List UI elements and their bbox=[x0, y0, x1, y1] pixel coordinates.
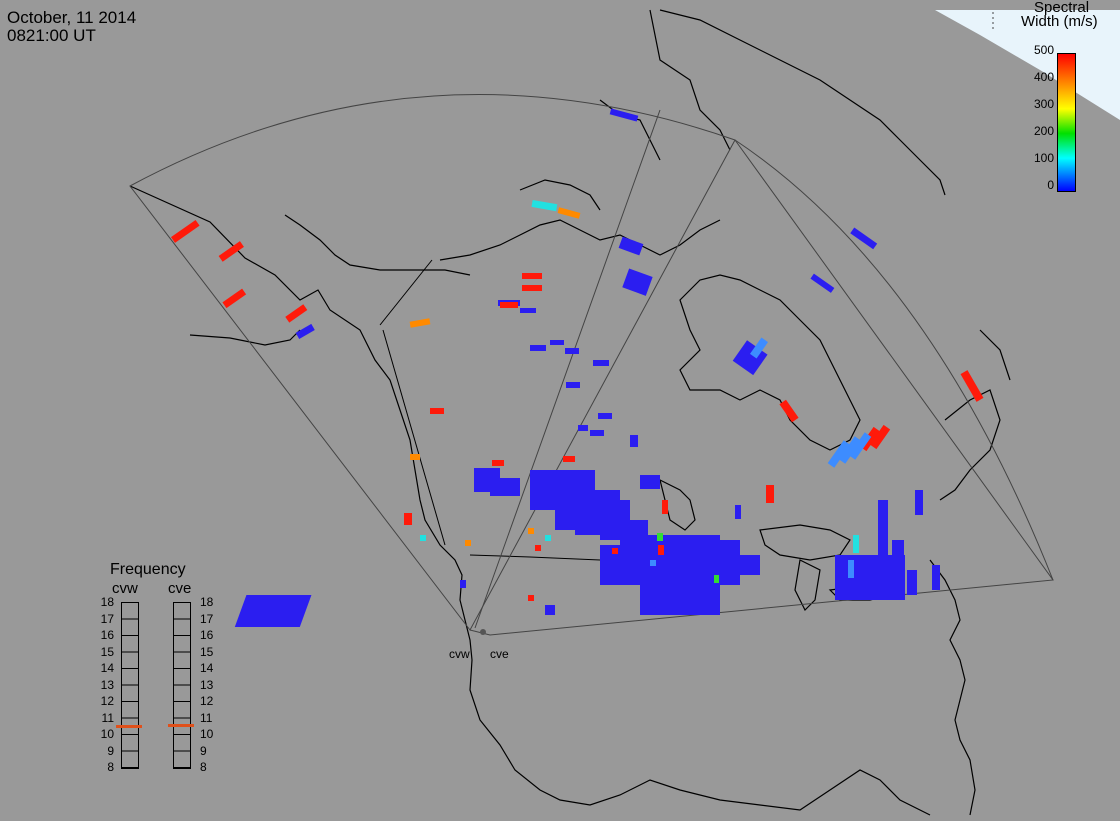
scatter-cells-orange bbox=[409, 207, 581, 546]
site-label: cvw bbox=[449, 647, 470, 661]
coastlines bbox=[129, 9, 1011, 816]
frequency-title: Frequency bbox=[110, 561, 186, 578]
frequency-marker-cve bbox=[168, 724, 194, 727]
frequency-marker-cvw bbox=[116, 725, 142, 728]
time-label: 0821:00 UT bbox=[7, 26, 96, 45]
frequency-scale-label: 9 bbox=[107, 743, 114, 758]
frequency-scale-label: 13 bbox=[100, 677, 114, 692]
frequency-scale-label: 15 bbox=[100, 644, 114, 659]
frequency-scale-label: 14 bbox=[200, 661, 214, 675]
radar-fov bbox=[129, 94, 1054, 636]
frequency-scale-label: 15 bbox=[200, 644, 214, 659]
frequency-scale-label: 12 bbox=[100, 694, 114, 708]
colorbar-tick: 200 bbox=[1033, 124, 1054, 138]
scatter-cells-cyan bbox=[420, 199, 859, 553]
frequency-column-cvw bbox=[121, 602, 139, 769]
frequency-scale-label: 11 bbox=[200, 710, 213, 725]
site-label: cve bbox=[490, 647, 509, 661]
colorbar-tick: 0 bbox=[1047, 178, 1054, 192]
frequency-radar-name: cvw bbox=[112, 580, 138, 597]
scatter-cells-lightblue bbox=[650, 337, 872, 578]
frequency-scale-label: 14 bbox=[100, 661, 114, 675]
frequency-scale-label: 8 bbox=[107, 760, 114, 774]
colorbar-tick: 100 bbox=[1033, 151, 1054, 165]
frequency-scale-label: 11 bbox=[101, 710, 114, 725]
radar-site-marker bbox=[480, 629, 486, 635]
colorbar-tick: 400 bbox=[1033, 70, 1054, 84]
frequency-scale-label: 18 bbox=[100, 595, 114, 609]
daylight-region bbox=[935, 10, 1120, 120]
scatter-cells-red bbox=[170, 219, 984, 601]
colorbar-title-line2: Width (m/s) bbox=[1021, 13, 1098, 30]
frequency-scale-label: 9 bbox=[200, 743, 207, 758]
frequency-scale-label: 18 bbox=[200, 595, 214, 609]
colorbar-tick: 500 bbox=[1033, 43, 1054, 57]
frequency-scale-label: 17 bbox=[100, 611, 114, 626]
frequency-scale-label: 17 bbox=[200, 611, 214, 626]
frequency-scale-label: 16 bbox=[100, 628, 114, 642]
date-label: October, 11 2014 bbox=[7, 8, 137, 27]
frequency-radar-name: cve bbox=[168, 580, 192, 597]
frequency-scale-label: 16 bbox=[200, 628, 214, 642]
frequency-scale-label: 8 bbox=[200, 760, 207, 774]
frequency-scale-label: 10 bbox=[100, 727, 114, 741]
frequency-scale-label: 12 bbox=[200, 694, 214, 708]
colorbar-title-line1: Spectral bbox=[1034, 0, 1090, 16]
frequency-scale-label: 13 bbox=[200, 677, 214, 692]
frequency-column-cve bbox=[173, 602, 191, 769]
frequency-scale-label: 10 bbox=[200, 727, 214, 741]
scatter-cells-green bbox=[657, 533, 719, 583]
colorbar bbox=[1057, 53, 1076, 192]
colorbar-tick: 300 bbox=[1033, 97, 1054, 111]
